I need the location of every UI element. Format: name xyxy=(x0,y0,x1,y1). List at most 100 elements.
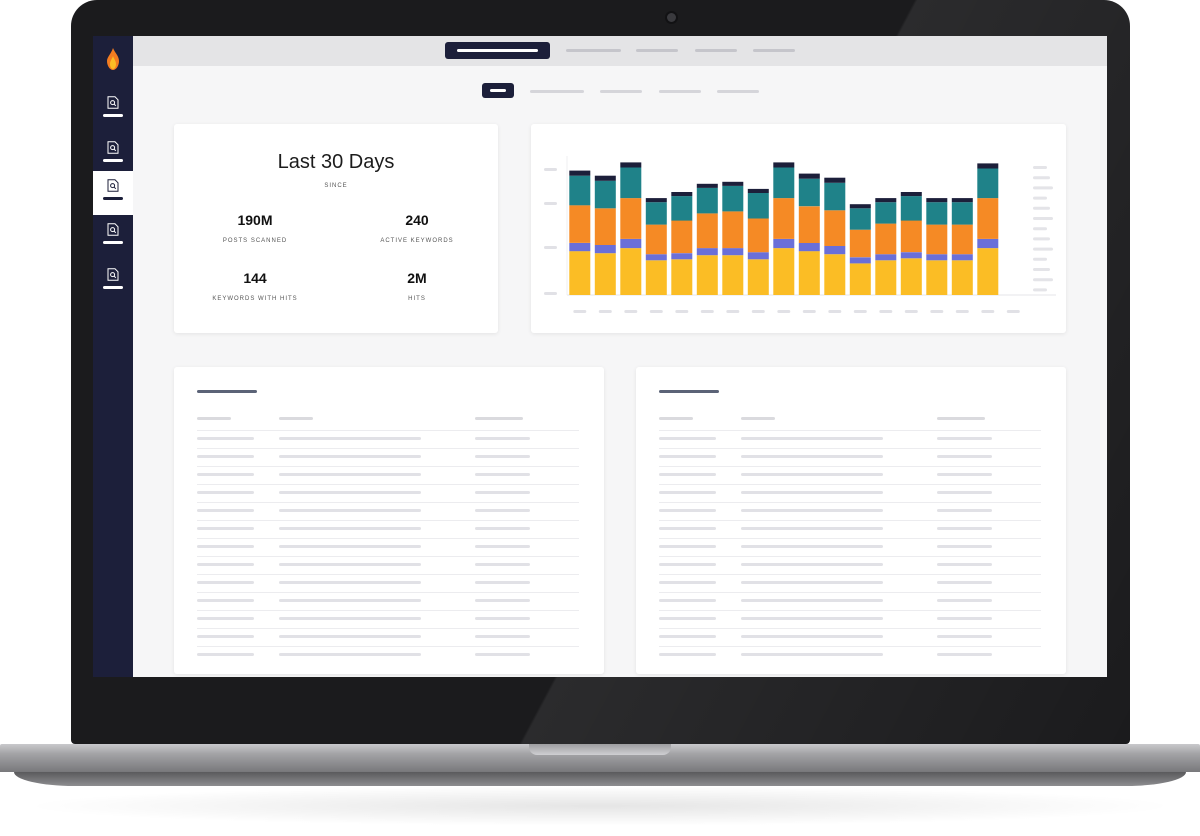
bar-segment xyxy=(696,187,718,214)
table-row-cell xyxy=(197,545,254,548)
bar-segment xyxy=(849,229,871,258)
table-row-cell xyxy=(279,617,421,620)
bar-segment xyxy=(977,168,999,199)
x-tick-label xyxy=(700,310,714,313)
table-row-cell xyxy=(659,617,716,620)
top-tab-active[interactable] xyxy=(445,42,550,59)
active-keywords-label: ACTIVE KEYWORDS xyxy=(380,238,454,244)
bar-segment xyxy=(594,253,616,295)
bar-segment xyxy=(977,198,999,239)
table-row-divider xyxy=(197,502,579,503)
x-tick-label xyxy=(675,310,689,313)
bar-segment xyxy=(569,205,591,243)
table-row-cell xyxy=(197,617,254,620)
table-row-cell xyxy=(475,545,530,548)
table-card-right xyxy=(636,367,1066,674)
table-row-cell xyxy=(279,437,421,440)
bar-segment xyxy=(977,163,999,169)
table-row-divider xyxy=(659,502,1041,503)
bar-segment xyxy=(671,192,693,197)
bar-segment xyxy=(875,260,897,295)
sub-tab[interactable] xyxy=(717,90,759,93)
bar-segment xyxy=(951,224,973,255)
table-row-cell xyxy=(937,617,992,620)
x-tick-label xyxy=(777,310,791,313)
bar-segment xyxy=(926,224,948,255)
table-row-divider xyxy=(659,466,1041,467)
table-row-cell xyxy=(475,581,530,584)
bar-segment xyxy=(671,253,693,260)
bar-segment xyxy=(696,213,718,249)
table-row-cell xyxy=(197,473,254,476)
bar-segment xyxy=(696,248,718,256)
sidebar-item-2[interactable] xyxy=(93,133,133,177)
left-table-column-header xyxy=(475,417,523,420)
bar-segment xyxy=(798,206,820,243)
table-row-cell xyxy=(197,599,254,602)
keywords-with-hits-value: 144 xyxy=(243,270,267,286)
bar-segment xyxy=(926,260,948,295)
bar-segment xyxy=(798,173,820,179)
table-row-divider xyxy=(197,520,579,521)
table-row-cell xyxy=(741,545,883,548)
top-tab[interactable] xyxy=(566,49,621,52)
active-keywords-value: 240 xyxy=(405,212,429,228)
top-tab[interactable] xyxy=(695,49,737,52)
sub-tab[interactable] xyxy=(659,90,701,93)
bar-segment xyxy=(645,260,667,295)
sub-tab-active[interactable] xyxy=(482,83,514,98)
bar-segment xyxy=(977,248,999,295)
bar-segment xyxy=(849,263,871,295)
bar-segment xyxy=(747,218,769,253)
bar-segment xyxy=(773,162,795,168)
table-row-cell xyxy=(475,635,530,638)
legend-entry xyxy=(1033,247,1053,251)
table-row-cell xyxy=(659,653,716,656)
legend-entry xyxy=(1033,176,1050,180)
left-table-column-header xyxy=(197,417,231,420)
table-row-divider xyxy=(659,538,1041,539)
sidebar-item-3[interactable] xyxy=(93,171,133,215)
sidebar-item-indicator xyxy=(103,241,123,244)
bar-segment xyxy=(722,185,744,212)
table-row-divider xyxy=(659,556,1041,557)
sidebar xyxy=(93,36,133,677)
sidebar-item-4[interactable] xyxy=(93,215,133,259)
top-tab-active-label xyxy=(457,49,538,52)
top-tab[interactable] xyxy=(753,49,795,52)
bar-segment xyxy=(875,223,897,255)
bar-segment xyxy=(620,248,642,295)
sub-tab[interactable] xyxy=(600,90,642,93)
table-row-cell xyxy=(197,563,254,566)
sidebar-item-5[interactable] xyxy=(93,260,133,304)
table-row-cell xyxy=(279,635,421,638)
stats-title: Last 30 Days xyxy=(277,151,395,173)
left-table-column-header xyxy=(279,417,313,420)
bar-segment xyxy=(773,167,795,199)
sub-tab[interactable] xyxy=(530,90,584,93)
bar-segment xyxy=(900,196,922,221)
table-row-cell xyxy=(937,653,992,656)
table-row-cell xyxy=(475,617,530,620)
legend-entry xyxy=(1033,227,1047,231)
sidebar-item-indicator xyxy=(103,159,123,162)
sidebar-item-indicator xyxy=(103,197,123,200)
laptop-base-edge xyxy=(14,772,1186,786)
table-row-cell xyxy=(279,545,421,548)
top-tab[interactable] xyxy=(636,49,678,52)
table-row-cell xyxy=(937,545,992,548)
table-row-cell xyxy=(659,491,716,494)
bar-segment xyxy=(875,198,897,203)
sidebar-item-1[interactable] xyxy=(93,88,133,132)
bar-segment xyxy=(951,254,973,261)
table-row-cell xyxy=(279,599,421,602)
flame-icon[interactable] xyxy=(106,48,120,70)
table-row-cell xyxy=(741,653,883,656)
bar-segment xyxy=(951,260,973,295)
bar-segment xyxy=(849,257,871,264)
table-row-divider xyxy=(197,484,579,485)
table-row-cell xyxy=(741,563,883,566)
bar-segment xyxy=(926,202,948,225)
table-row-cell xyxy=(279,563,421,566)
table-row-cell xyxy=(279,581,421,584)
